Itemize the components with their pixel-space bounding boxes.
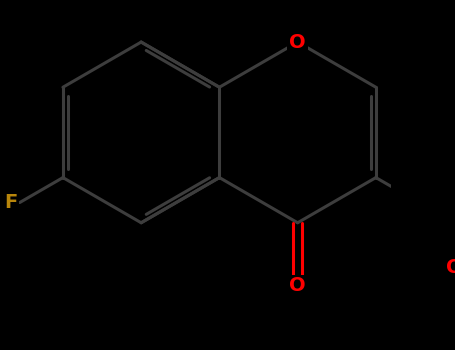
Text: F: F: [5, 193, 18, 212]
Text: O: O: [289, 33, 306, 51]
Text: O: O: [446, 258, 455, 278]
Text: O: O: [289, 276, 306, 295]
